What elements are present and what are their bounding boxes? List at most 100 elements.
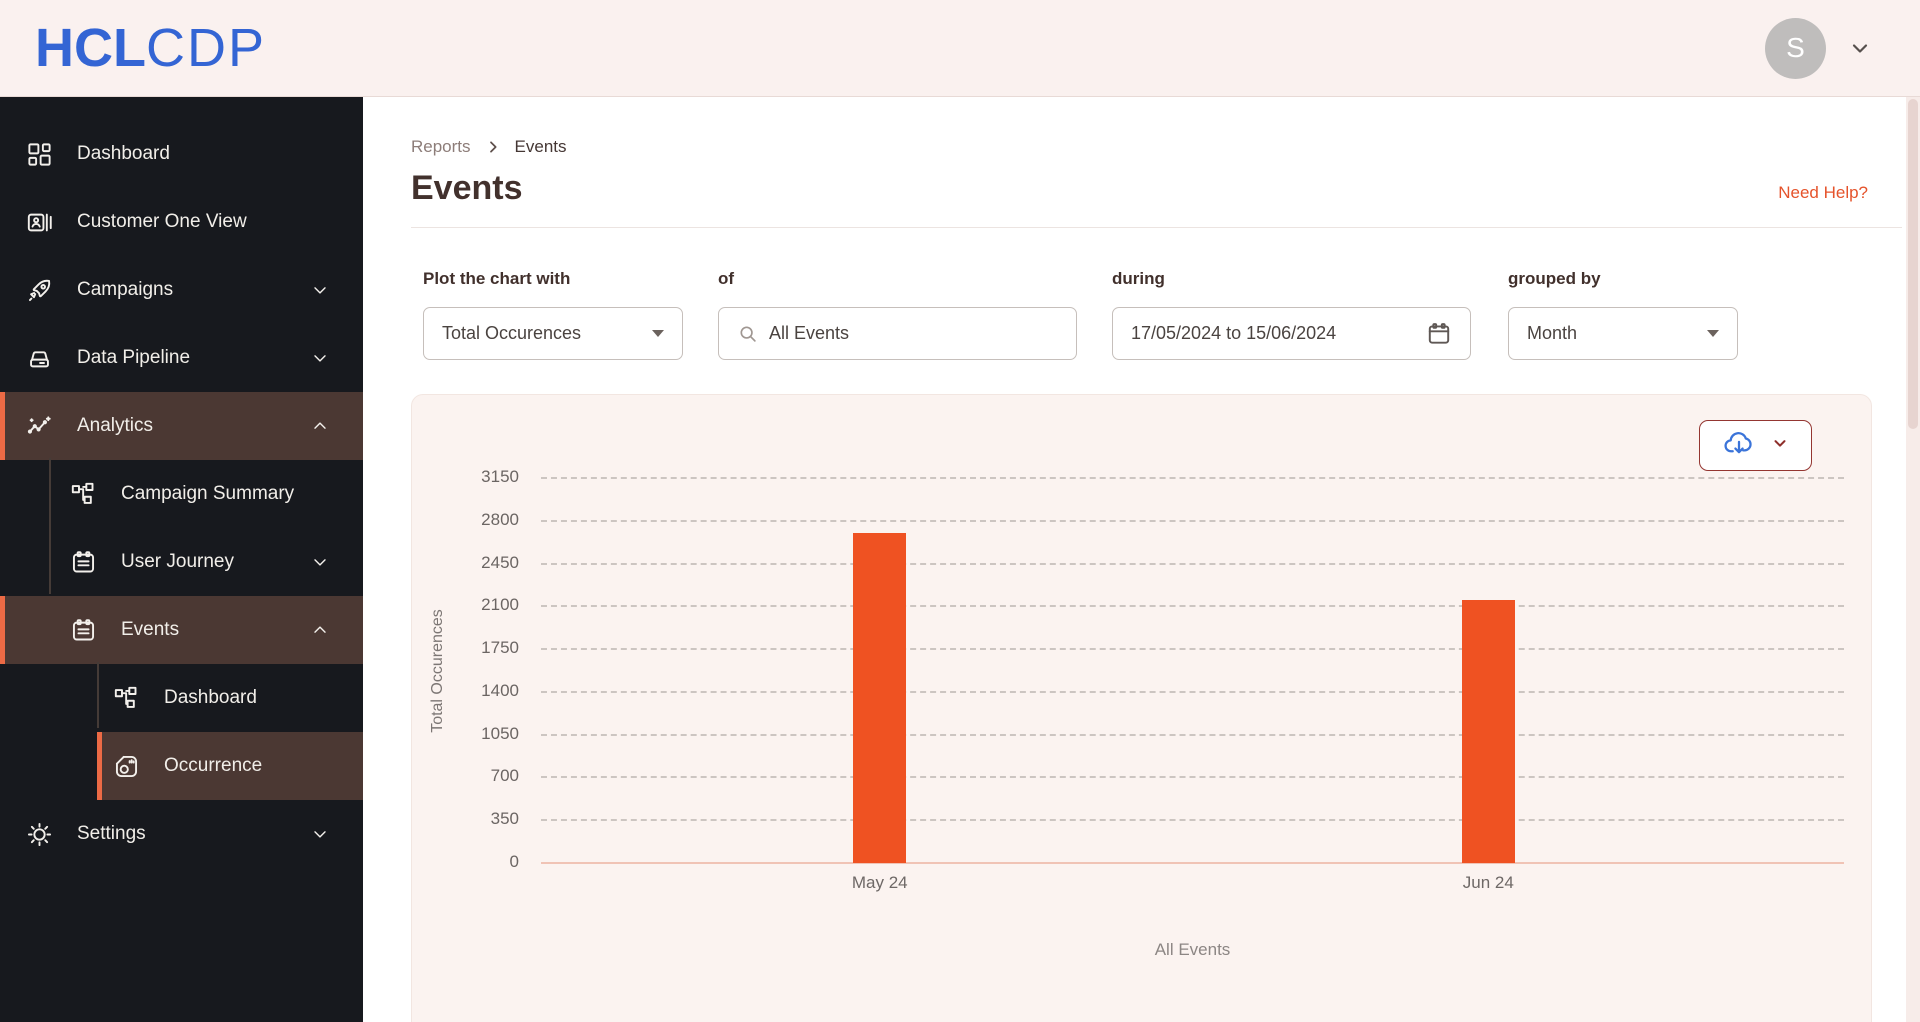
chevron-down-icon bbox=[310, 824, 330, 844]
filter-of: of All Events bbox=[718, 269, 1077, 360]
calendar-icon[interactable] bbox=[1426, 321, 1452, 347]
divider bbox=[411, 227, 1902, 228]
calendar-icon bbox=[70, 549, 97, 576]
sidebar-item-label: Data Pipeline bbox=[77, 347, 191, 368]
plot-with-label: Plot the chart with bbox=[423, 269, 571, 288]
app-logo[interactable]: HCLCDP bbox=[35, 21, 266, 75]
y-axis-title: Total Occurences bbox=[429, 609, 446, 733]
chevron-down-icon bbox=[310, 552, 330, 572]
avatar[interactable]: S bbox=[1765, 17, 1826, 79]
chart-panel: Total Occurences 0 350 700 1050 1400 1750 2100… bbox=[411, 394, 1872, 1022]
chevron-right-icon bbox=[485, 139, 501, 155]
bar-jun-24[interactable] bbox=[1461, 600, 1515, 863]
chevron-up-icon bbox=[310, 620, 330, 640]
date-range-input[interactable]: 17/05/2024 to 15/06/2024 bbox=[1112, 307, 1471, 360]
x-axis-group-label: All Events bbox=[1154, 940, 1231, 959]
sidebar-item-campaign-summary[interactable]: Campaign Summary bbox=[0, 460, 363, 528]
plot-with-select[interactable]: Total Occurences bbox=[423, 307, 683, 360]
plot-with-value: Total Occurences bbox=[442, 323, 582, 343]
sidebar-item-analytics[interactable]: Analytics bbox=[0, 392, 363, 460]
gridline bbox=[541, 733, 1844, 736]
gridline bbox=[541, 605, 1844, 608]
main-content: Reports Events Events Need Help? Plot th… bbox=[363, 97, 1920, 1022]
breadcrumb-events: Events bbox=[514, 137, 567, 156]
y-tick-label: 2100 bbox=[481, 595, 519, 615]
y-tick-label: 3150 bbox=[481, 467, 519, 486]
sidebar-item-label: Dashboard bbox=[77, 143, 170, 164]
events-search-value: All Events bbox=[769, 323, 850, 343]
x-tick-label: Jun 24 bbox=[1462, 873, 1514, 892]
sidebar-item-events[interactable]: Events bbox=[0, 596, 363, 664]
breadcrumb-reports[interactable]: Reports bbox=[411, 137, 471, 156]
y-tick-label: 700 bbox=[490, 766, 519, 786]
sitemap-icon bbox=[70, 481, 97, 508]
grouped-by-select[interactable]: Month bbox=[1508, 307, 1738, 360]
during-label: during bbox=[1112, 269, 1165, 288]
chevron-up-icon bbox=[310, 416, 330, 436]
search-icon bbox=[737, 323, 759, 345]
sidebar-item-label: Dashboard bbox=[164, 687, 257, 708]
rocket-icon bbox=[26, 277, 53, 304]
drive-icon bbox=[26, 345, 53, 372]
y-tick-label: 1400 bbox=[481, 680, 519, 700]
gridline bbox=[541, 776, 1844, 779]
user-menu-chevron-down-icon[interactable] bbox=[1848, 36, 1872, 60]
need-help-link[interactable]: Need Help? bbox=[1778, 183, 1868, 202]
sidebar-item-settings[interactable]: Settings bbox=[0, 800, 363, 868]
date-range-value: 17/05/2024 to 15/06/2024 bbox=[1131, 323, 1337, 343]
y-tick-label: 350 bbox=[490, 809, 519, 829]
filter-during: during 17/05/2024 to 15/06/2024 bbox=[1112, 269, 1471, 360]
sidebar-item-dashboard[interactable]: Dashboard bbox=[0, 664, 363, 732]
of-label: of bbox=[718, 269, 735, 288]
vertical-scrollbar bbox=[1906, 97, 1920, 1022]
gridline bbox=[541, 690, 1844, 693]
events-search-input[interactable]: All Events bbox=[718, 307, 1077, 360]
y-tick-label: 0 bbox=[509, 852, 519, 871]
sidebar-item-label: Events bbox=[121, 619, 180, 640]
page-title: Events bbox=[411, 169, 523, 207]
caret-down-icon bbox=[652, 330, 664, 337]
gridline bbox=[541, 819, 1844, 822]
sidebar-item-label: Settings bbox=[77, 823, 146, 844]
x-axis-baseline bbox=[541, 862, 1844, 864]
user-area: S bbox=[1765, 17, 1872, 79]
sidebar-item-dashboard[interactable]: Dashboard bbox=[0, 120, 363, 188]
doc-chart-icon bbox=[113, 753, 140, 780]
sidebar-item-customer-one-view[interactable]: Customer One View bbox=[0, 188, 363, 256]
sidebar-item-label: Campaigns bbox=[77, 279, 174, 300]
filter-plot-with: Plot the chart with Total Occurences bbox=[423, 269, 683, 360]
bar-may-24[interactable] bbox=[853, 533, 907, 863]
trend-icon bbox=[26, 413, 53, 440]
avatar-initial: S bbox=[1786, 32, 1805, 63]
filter-grouped-by: grouped by Month bbox=[1508, 269, 1738, 360]
cloud-download-icon bbox=[1723, 427, 1755, 464]
grouped-by-label: grouped by bbox=[1508, 269, 1601, 288]
caret-down-icon bbox=[1707, 330, 1719, 337]
breadcrumb: Reports Events bbox=[411, 137, 567, 157]
gridline bbox=[541, 519, 1844, 522]
sidebar: Dashboard Customer One View Campaigns Data … bbox=[0, 97, 363, 1022]
y-tick-label: 1750 bbox=[481, 638, 519, 658]
download-button[interactable] bbox=[1699, 420, 1812, 471]
sitemap-icon bbox=[113, 685, 140, 712]
calendar-icon bbox=[70, 617, 97, 644]
y-tick-label: 2450 bbox=[481, 552, 519, 572]
submenu-guide-line bbox=[49, 458, 51, 594]
sidebar-item-occurrence[interactable]: Occurrence bbox=[97, 732, 363, 800]
app-header: HCLCDP S bbox=[0, 0, 1920, 97]
gridline bbox=[541, 477, 1844, 479]
x-tick-label: May 24 bbox=[851, 873, 908, 892]
logo-bold-text: HCL bbox=[35, 18, 146, 78]
chevron-down-icon bbox=[310, 348, 330, 368]
sidebar-item-data-pipeline[interactable]: Data Pipeline bbox=[0, 324, 363, 392]
grid-icon bbox=[26, 141, 53, 168]
sidebar-item-label: User Journey bbox=[121, 551, 234, 572]
gear-icon bbox=[26, 821, 53, 848]
sidebar-item-label: Occurrence bbox=[164, 755, 263, 776]
plot-area: May 24 Jun 24 bbox=[541, 477, 1844, 892]
y-tick-label: 1050 bbox=[481, 723, 519, 743]
gridline bbox=[541, 562, 1844, 565]
sidebar-item-campaigns[interactable]: Campaigns bbox=[0, 256, 363, 324]
scrollbar-thumb[interactable] bbox=[1908, 99, 1918, 429]
sidebar-item-user-journey[interactable]: User Journey bbox=[0, 528, 363, 596]
